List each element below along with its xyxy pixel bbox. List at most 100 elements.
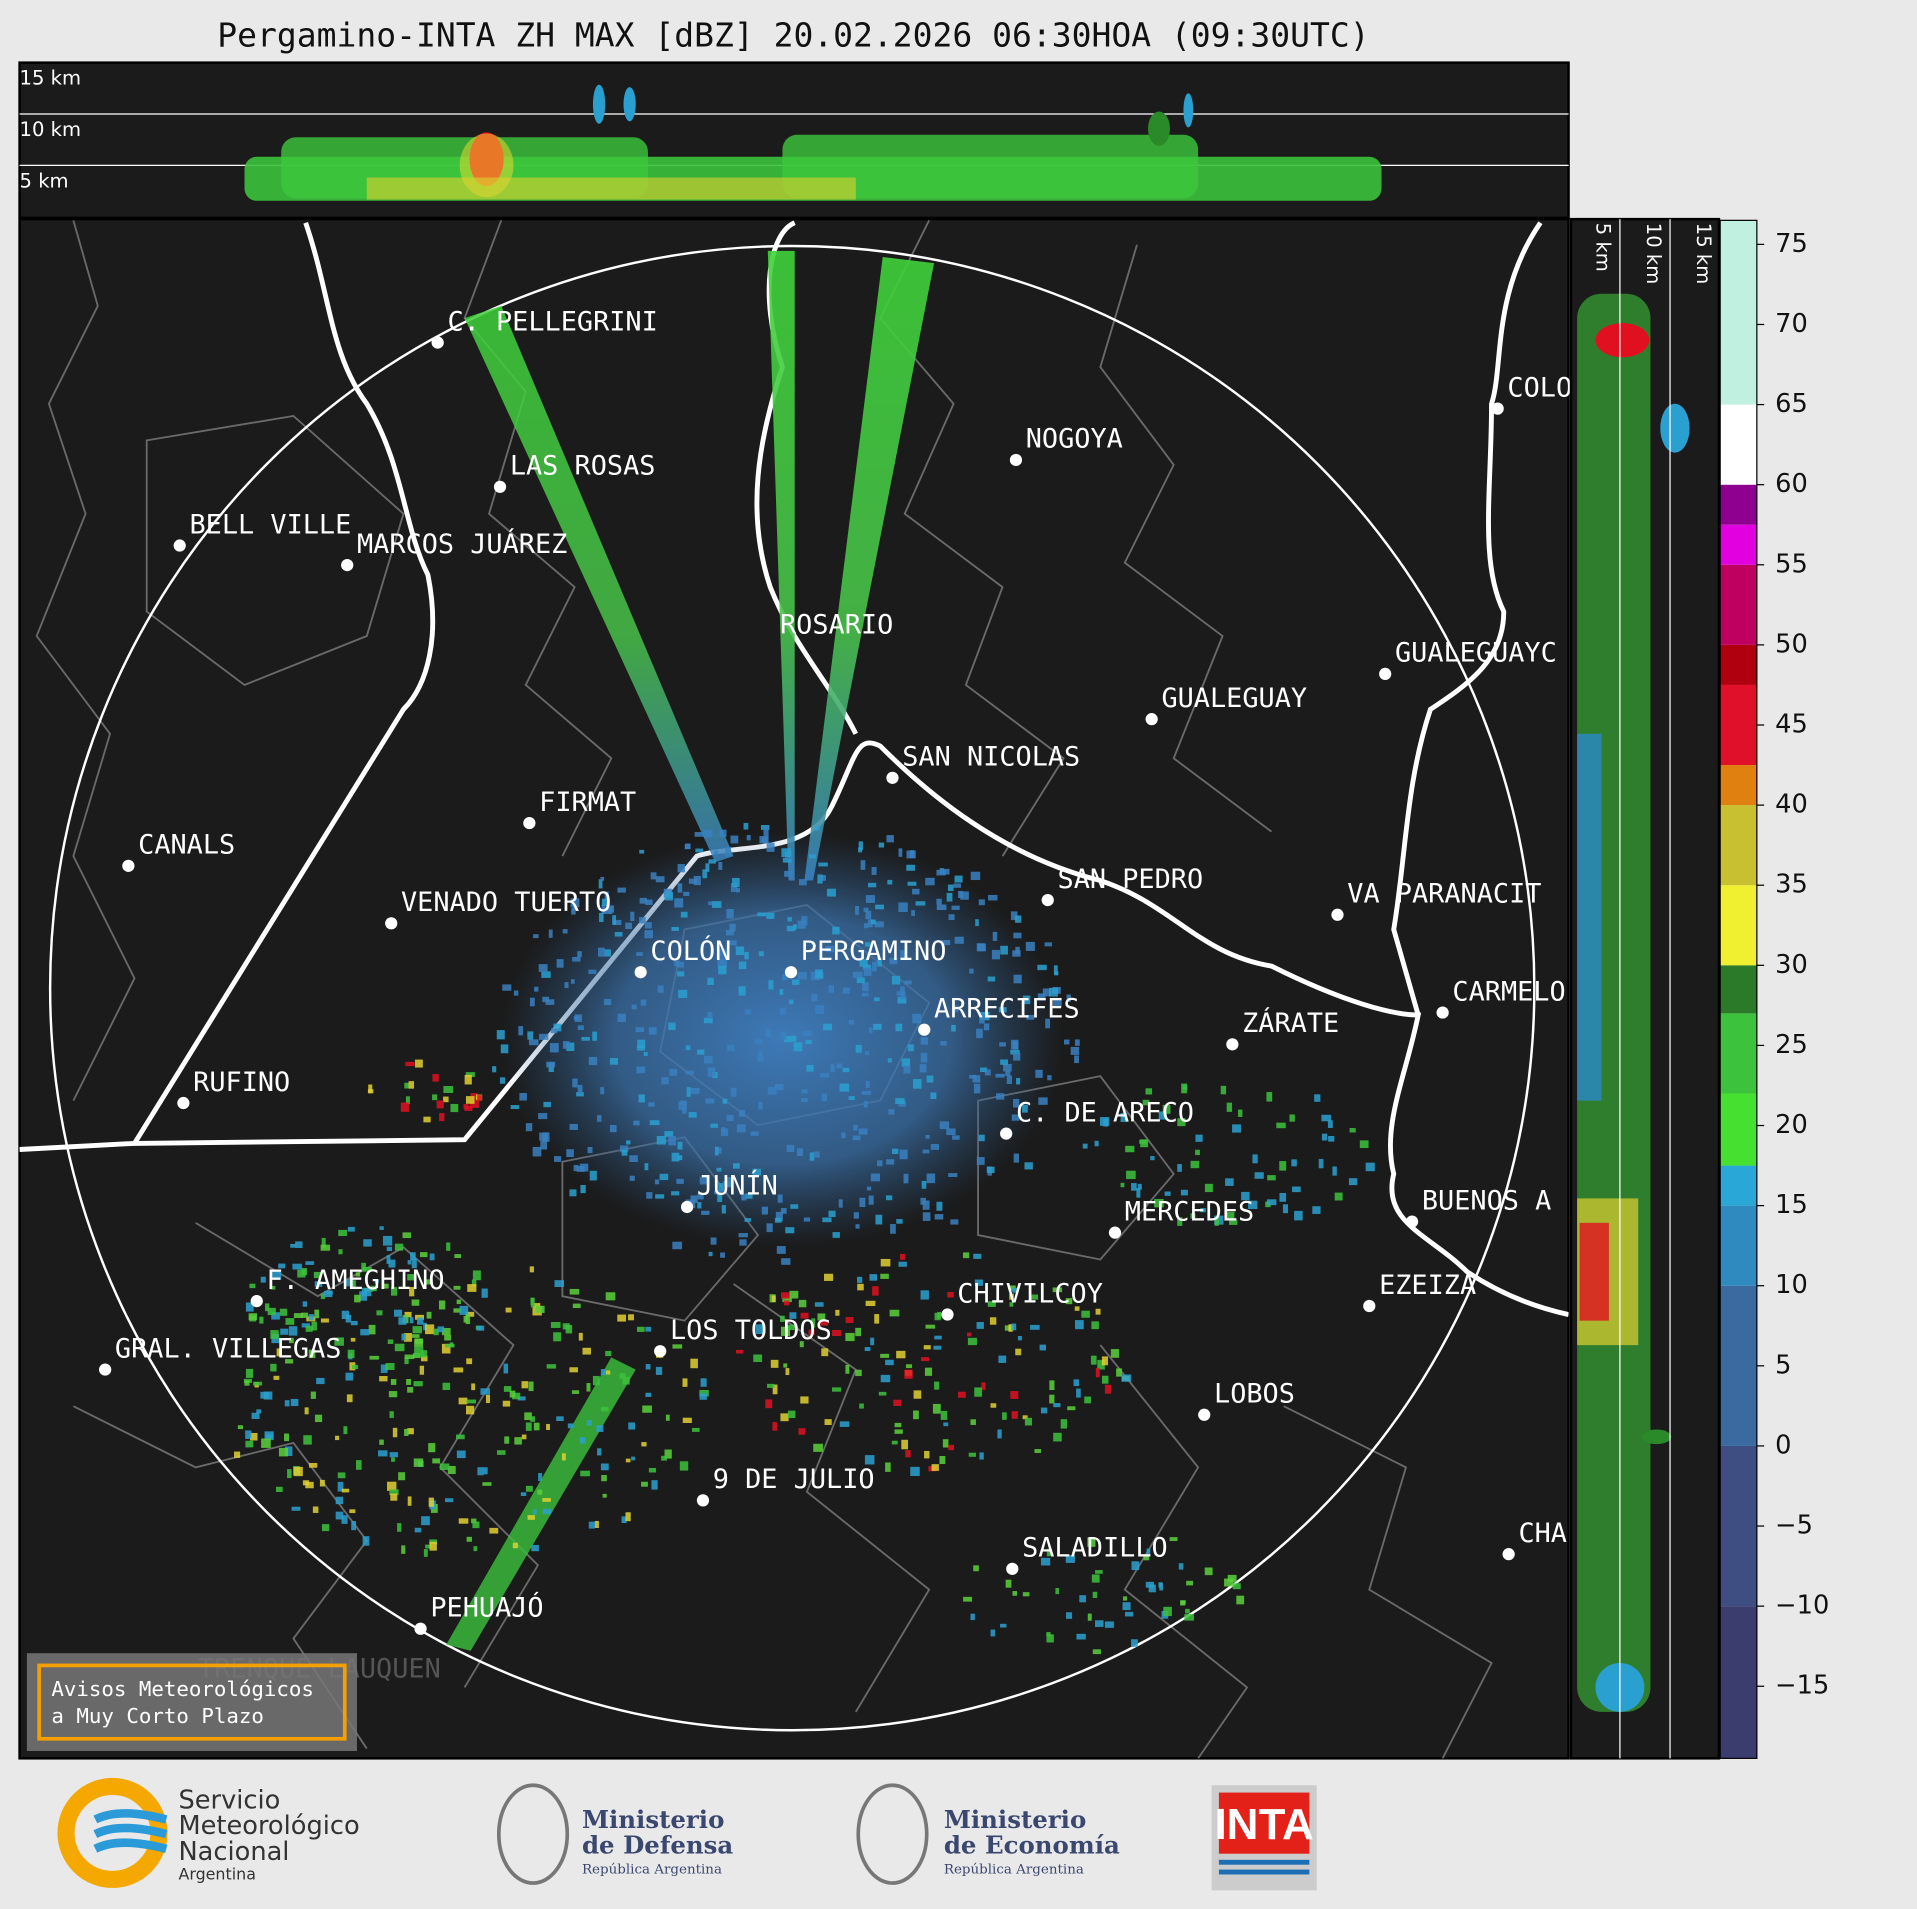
echo — [409, 1286, 415, 1297]
echo — [824, 1273, 834, 1281]
echo — [1214, 1218, 1219, 1226]
echo — [1013, 1153, 1019, 1163]
echo — [641, 1481, 648, 1487]
city-label: VENADO TUERTO — [401, 887, 611, 918]
echo — [1095, 1367, 1100, 1378]
echo — [1241, 1191, 1250, 1201]
echo — [542, 1508, 552, 1515]
echo — [859, 959, 868, 967]
echo — [953, 1005, 959, 1013]
echo — [872, 961, 877, 972]
echo — [1334, 1192, 1343, 1201]
echo — [631, 1456, 636, 1461]
echo — [1276, 1122, 1286, 1129]
echo — [943, 1422, 949, 1427]
warning-border — [37, 1663, 347, 1741]
city-dot — [784, 966, 798, 979]
warning-text[interactable]: a Muy Corto Plazo — [51, 1704, 264, 1728]
echo — [874, 1314, 880, 1324]
echo — [1076, 1633, 1086, 1640]
echo — [432, 1458, 441, 1464]
echo — [350, 1320, 358, 1326]
echo — [987, 976, 996, 982]
echo — [880, 1374, 891, 1383]
echo — [1122, 1596, 1128, 1601]
echo — [848, 1019, 854, 1025]
echo — [664, 1131, 674, 1137]
echo — [424, 1279, 433, 1285]
city-dot — [1363, 1299, 1376, 1313]
echo — [972, 1075, 981, 1083]
echo — [237, 1425, 243, 1430]
echo — [564, 982, 569, 989]
echo — [671, 926, 679, 931]
echo — [1190, 1160, 1200, 1169]
echo — [836, 1063, 843, 1069]
echo — [600, 1463, 609, 1471]
echo — [290, 1243, 296, 1248]
city-label: GUALEGUAY — [1161, 683, 1307, 714]
echo — [1000, 945, 1008, 955]
city-label: ARRECIFES — [934, 993, 1080, 1024]
echo — [717, 958, 728, 968]
echo — [530, 1416, 535, 1422]
warning-text[interactable]: Avisos Meteorológicos — [51, 1677, 314, 1701]
echo — [338, 1249, 343, 1255]
echo — [677, 864, 685, 873]
city-label: JUNÍN — [697, 1170, 778, 1202]
echo — [870, 919, 876, 925]
echo — [391, 1457, 395, 1462]
echo — [1164, 1191, 1171, 1196]
echo — [1070, 1046, 1080, 1055]
echo — [1148, 1584, 1156, 1593]
echo — [550, 1028, 558, 1034]
echo — [404, 1354, 415, 1360]
echo — [991, 949, 1000, 960]
echo — [891, 1148, 899, 1155]
echo — [1204, 1183, 1213, 1193]
echo — [419, 1252, 428, 1258]
echo — [546, 1364, 557, 1369]
echo — [780, 1326, 791, 1336]
colorbar-band — [1720, 1285, 1757, 1446]
echo — [898, 1261, 907, 1267]
echo — [997, 1429, 1002, 1439]
echo — [798, 1428, 806, 1435]
echo — [531, 1544, 539, 1552]
echo — [708, 1251, 713, 1257]
echo — [308, 1314, 314, 1321]
echo — [388, 1259, 396, 1268]
echo — [1097, 1359, 1105, 1370]
echo — [842, 1067, 850, 1073]
echo — [442, 1382, 451, 1391]
echo — [710, 1237, 717, 1245]
echo — [986, 1166, 995, 1174]
echo — [722, 1098, 728, 1104]
echo — [741, 1193, 747, 1201]
echo — [755, 1324, 765, 1335]
echo — [466, 1358, 473, 1365]
echo — [572, 1303, 581, 1309]
echo — [894, 1429, 903, 1434]
echo — [407, 1428, 414, 1435]
echo — [783, 1300, 790, 1306]
echo — [524, 1412, 532, 1421]
echo — [542, 1132, 550, 1142]
echo — [866, 1186, 872, 1191]
echo — [873, 997, 880, 1002]
echo — [714, 1146, 719, 1156]
echo — [745, 1193, 753, 1199]
echo — [569, 1288, 580, 1295]
echo — [562, 929, 568, 934]
echo — [1291, 1159, 1297, 1167]
echo — [898, 848, 903, 857]
echo — [285, 1359, 294, 1364]
echo — [438, 1300, 446, 1310]
echo — [1232, 1124, 1242, 1133]
echo — [674, 898, 684, 908]
echo — [1030, 1294, 1039, 1300]
echo — [798, 1299, 807, 1308]
echo — [1015, 946, 1020, 954]
echo — [707, 1067, 716, 1078]
